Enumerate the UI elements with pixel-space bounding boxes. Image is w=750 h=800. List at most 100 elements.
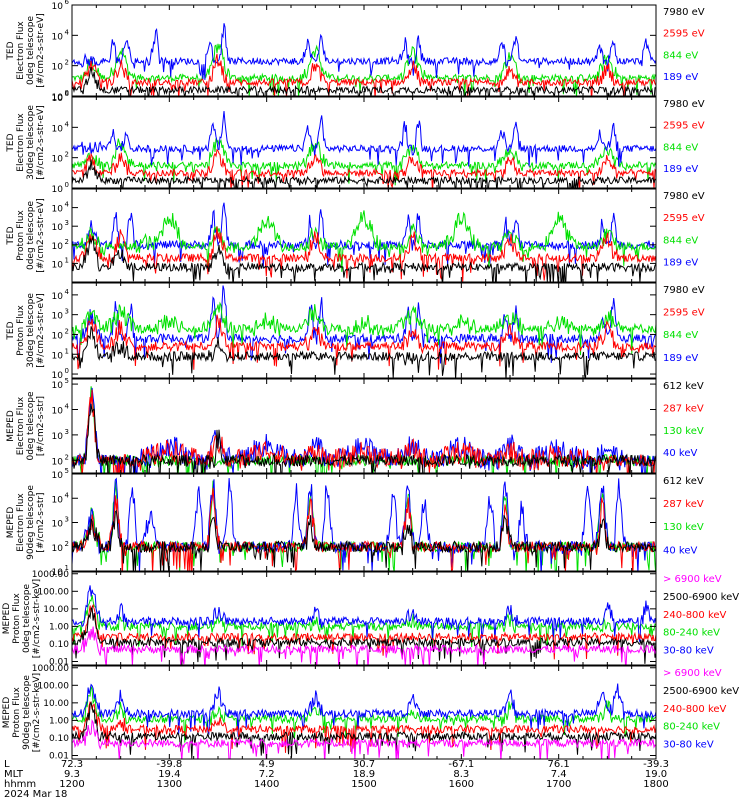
series-black — [72, 159, 656, 188]
x-tick-mlt: 18.9 — [353, 769, 375, 780]
panel-axis-label: 0deg telescope — [26, 16, 36, 86]
series-blue — [72, 477, 656, 571]
y-tick-label: 10 — [52, 94, 64, 104]
panel-axis-label: MEPED — [6, 507, 16, 539]
panel-axis-label: Electron Flux — [16, 113, 26, 172]
legend-entry: 189 eV — [663, 353, 698, 364]
y-tick-label: 10 — [52, 568, 64, 578]
panel-axis-label: TED — [6, 226, 16, 245]
panel-frame — [71, 96, 657, 189]
panel-axis-label: Electron Flux — [16, 396, 26, 455]
y-tick-label: 10 — [52, 312, 64, 322]
panel-axis-label: [#/cm2-s-str-eV] — [36, 293, 46, 368]
y-tick-exponent: 2 — [65, 151, 69, 159]
panel-axis-label: TED — [6, 41, 16, 60]
x-tick-l: 30.7 — [353, 759, 375, 770]
y-tick-label: 1.00 — [49, 622, 69, 632]
legend-entry: 30-80 keV — [663, 740, 714, 751]
y-tick-exponent: 5 — [65, 377, 69, 385]
x-axis-row-label: MLT — [4, 769, 24, 780]
y-tick-exponent: 3 — [65, 308, 69, 316]
series-blue — [72, 683, 656, 737]
panel-axis-label: [#/cm2-s-str-keV] — [32, 579, 42, 658]
legend-entry: 612 keV — [663, 381, 704, 392]
legend-entry: 130 keV — [663, 522, 704, 533]
panel-axis-label: MEPED — [2, 603, 12, 635]
panel-axis-label: MEPED — [2, 697, 12, 729]
legend-entry: 30-80 keV — [663, 646, 714, 657]
y-tick-exponent: 0 — [65, 89, 69, 97]
y-tick-label: 10.00 — [43, 605, 69, 615]
legend-entry: 130 keV — [663, 426, 704, 437]
x-axis-row-label: 2024 Mar 18 — [4, 789, 67, 800]
y-tick-label: 10 — [52, 371, 64, 381]
y-tick-exponent: 4 — [65, 120, 70, 128]
panel-axis-label: TED — [6, 133, 16, 152]
panel-series — [72, 110, 656, 188]
y-tick-label: 0.10 — [49, 734, 69, 744]
series-black — [72, 509, 656, 571]
x-axis-row-label: hhmm — [4, 779, 36, 790]
series-green — [72, 43, 656, 96]
y-tick-exponent: 6 — [65, 90, 70, 98]
y-tick-label: 10 — [52, 544, 64, 554]
y-tick-label: 10 — [52, 242, 64, 252]
series-black — [72, 701, 656, 759]
y-tick-label: 1000.00 — [32, 570, 69, 580]
panel-axis-label: Electron Flux — [16, 21, 26, 80]
y-tick-exponent: 6 — [65, 0, 70, 6]
y-tick-label: 10 — [52, 124, 64, 134]
y-tick-label: 10 — [52, 457, 64, 467]
panel-8: 0.01 0.10 1.00 10.00 100.00 1000.00 MEPED Proto… — [2, 664, 739, 762]
series-black — [72, 605, 656, 665]
y-tick-label: 10 — [52, 205, 64, 215]
y-tick-exponent: 3 — [65, 219, 69, 227]
y-tick-exponent: 5 — [65, 467, 69, 475]
series-green — [72, 595, 656, 649]
panel-axis-label: Proton Flux — [12, 687, 22, 738]
y-tick-exponent: 2 — [65, 453, 69, 461]
y-tick-exponent: 2 — [65, 327, 69, 335]
y-tick-exponent: 1 — [65, 256, 69, 264]
panel-axis-label: Proton Flux — [16, 210, 26, 261]
series-blue — [72, 202, 656, 268]
x-tick-l: -67.1 — [448, 759, 474, 770]
panel-7: 0.01 0.10 1.00 10.00 100.00 1000.00 MEPED Proto… — [2, 570, 739, 668]
panel-axis-label: [#/cm2-s-str-eV] — [36, 13, 46, 88]
panel-series — [72, 585, 656, 665]
y-tick-label: 10 — [52, 406, 64, 416]
series-blue — [72, 585, 656, 643]
panel-axis-label: 30deg telescope — [26, 293, 36, 368]
x-axis-row-label: L — [4, 759, 10, 770]
y-tick-label: 10 — [52, 292, 64, 302]
y-tick-exponent: 4 — [65, 201, 70, 209]
series-black — [72, 326, 656, 378]
legend-entry: 240-800 keV — [663, 610, 727, 621]
series-magenta — [72, 719, 656, 759]
series-green — [72, 386, 656, 473]
y-tick-exponent: 1 — [65, 564, 69, 572]
x-tick-mlt: 19.4 — [158, 769, 180, 780]
legend-entry: 844 eV — [663, 235, 698, 246]
panel-axis-label: [#/cm2-s-str-eV] — [36, 198, 46, 273]
legend-entry: 2595 eV — [663, 121, 705, 132]
series-black — [72, 403, 656, 473]
y-tick-label: 0.01 — [49, 751, 69, 761]
series-green — [72, 301, 656, 356]
y-tick-exponent: 3 — [65, 516, 69, 524]
panel-axis-label: Proton Flux — [12, 593, 22, 644]
x-tick-hhmm: 1400 — [254, 779, 279, 790]
x-tick-l: 4.9 — [259, 759, 275, 770]
y-tick-label: 10 — [52, 155, 64, 165]
y-tick-exponent: 0 — [65, 181, 69, 189]
legend-entry: 7980 eV — [663, 285, 705, 296]
legend-entry: > 6900 keV — [663, 668, 722, 679]
panel-axis-label: 0deg telescope — [26, 391, 36, 461]
series-red — [72, 389, 656, 473]
panel-axis-label: TED — [6, 321, 16, 340]
x-tick-hhmm: 1300 — [157, 779, 182, 790]
legend-entry: 2595 eV — [663, 29, 705, 40]
